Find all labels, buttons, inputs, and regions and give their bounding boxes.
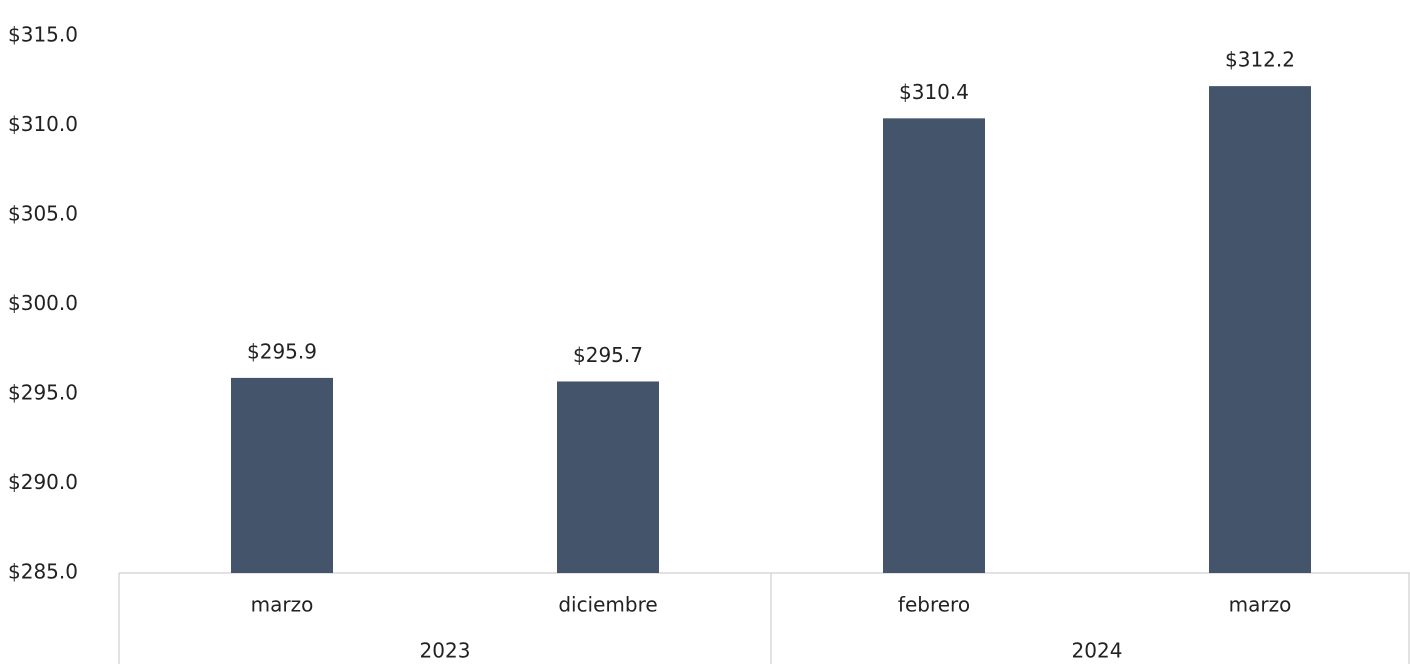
data-label: $312.2: [1225, 48, 1295, 72]
x-tick-label: diciembre: [558, 593, 657, 617]
x-tick-label: marzo: [1229, 593, 1292, 617]
data-label: $310.4: [899, 80, 969, 104]
y-tick-label: $315.0: [8, 23, 78, 47]
data-label: $295.7: [573, 343, 643, 367]
y-tick-label: $305.0: [8, 202, 78, 226]
bar: [883, 118, 985, 573]
group-label: 2024: [1072, 639, 1123, 663]
y-tick-label: $295.0: [8, 381, 78, 405]
y-tick-label: $310.0: [8, 112, 78, 136]
y-tick-label: $300.0: [8, 291, 78, 315]
bar: [231, 377, 333, 573]
y-tick-label: $290.0: [8, 470, 78, 494]
y-tick-label: $285.0: [8, 560, 78, 584]
bar: [1209, 86, 1311, 574]
x-tick-label: marzo: [251, 593, 314, 617]
bar: [557, 381, 659, 573]
data-label: $295.9: [247, 339, 317, 363]
x-tick-label: febrero: [898, 593, 970, 617]
group-label: 2023: [420, 639, 471, 663]
